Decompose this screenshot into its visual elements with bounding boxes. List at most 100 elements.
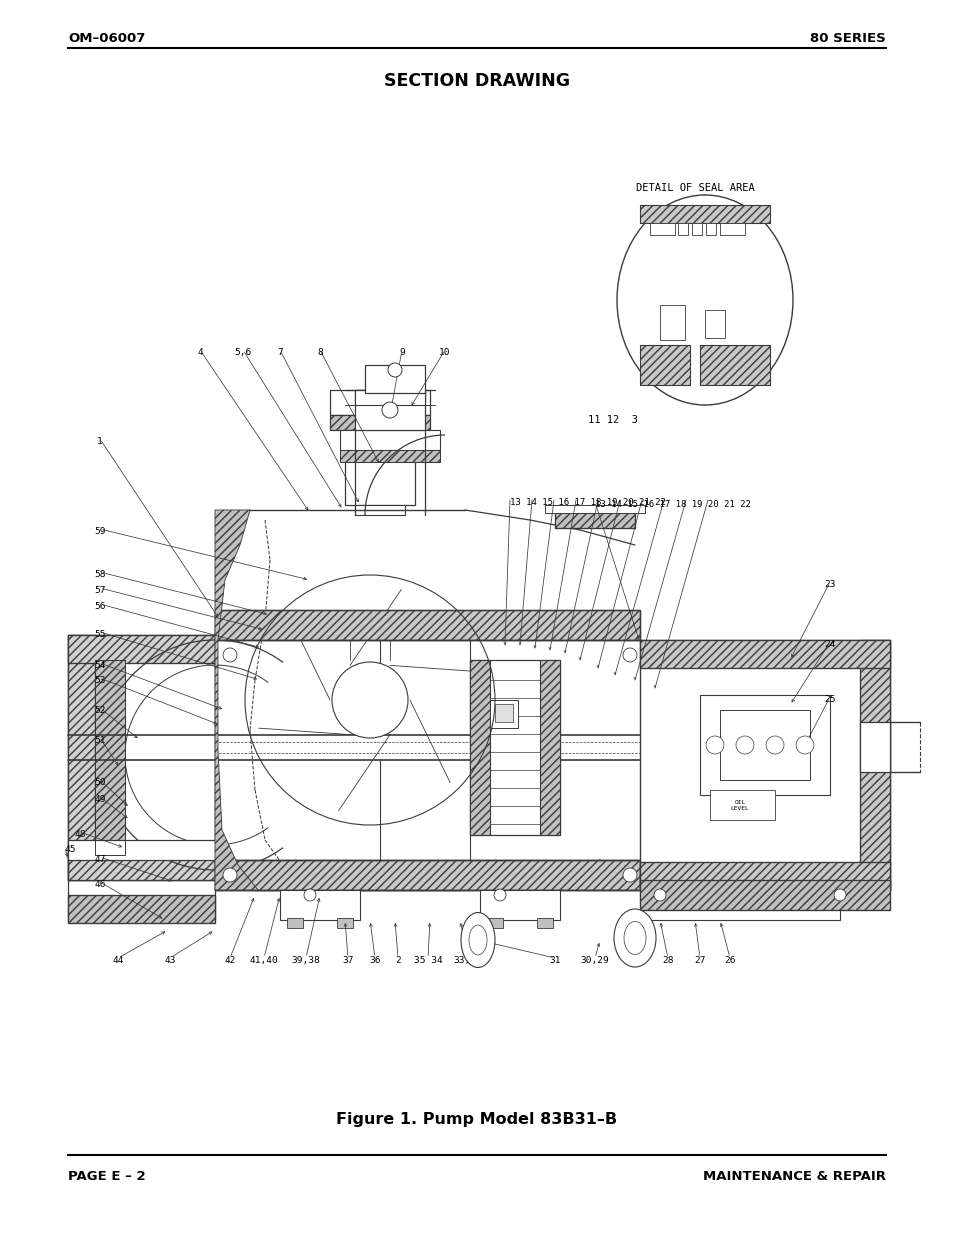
Bar — [214, 610, 639, 640]
Text: 5,6: 5,6 — [234, 348, 252, 357]
Bar — [639, 862, 889, 890]
Bar — [68, 852, 214, 881]
Text: 13 14 15 16 17 18 19 20 21 22: 13 14 15 16 17 18 19 20 21 22 — [510, 498, 665, 508]
Text: 53: 53 — [94, 676, 106, 685]
Text: 35 34: 35 34 — [414, 956, 442, 965]
Bar — [339, 430, 439, 450]
Circle shape — [622, 868, 637, 882]
Bar — [287, 918, 303, 927]
Bar — [539, 659, 559, 835]
Text: 43: 43 — [164, 956, 175, 965]
Ellipse shape — [460, 913, 495, 967]
Polygon shape — [214, 510, 257, 890]
Bar — [214, 860, 639, 890]
Bar — [355, 390, 424, 430]
Bar — [280, 890, 359, 920]
Text: 48: 48 — [74, 830, 86, 839]
Bar — [649, 224, 675, 235]
Bar — [470, 659, 559, 835]
Circle shape — [223, 648, 236, 662]
Bar — [479, 890, 559, 920]
Bar — [544, 505, 644, 513]
Text: OM–06007: OM–06007 — [68, 32, 145, 44]
Bar — [365, 366, 424, 393]
Bar — [95, 659, 125, 855]
Bar — [700, 345, 769, 385]
Text: 36: 36 — [369, 956, 380, 965]
Bar — [639, 205, 769, 224]
Text: MAINTENANCE & REPAIR: MAINTENANCE & REPAIR — [702, 1170, 885, 1183]
Text: 13 14 15 16 17 18 19 20 21 22: 13 14 15 16 17 18 19 20 21 22 — [595, 500, 750, 509]
Text: 54: 54 — [94, 661, 106, 671]
Text: 8: 8 — [316, 348, 322, 357]
Ellipse shape — [623, 921, 645, 955]
Circle shape — [705, 736, 723, 755]
Bar — [330, 415, 430, 430]
Text: Figure 1. Pump Model 83B31–B: Figure 1. Pump Model 83B31–B — [336, 1112, 617, 1128]
Text: 30,29: 30,29 — [580, 956, 609, 965]
Ellipse shape — [469, 925, 486, 955]
Bar — [214, 610, 639, 640]
Circle shape — [765, 736, 783, 755]
Bar — [95, 659, 214, 855]
Bar — [68, 840, 215, 860]
Bar — [859, 640, 889, 890]
Bar — [720, 710, 809, 781]
Text: 59: 59 — [94, 527, 106, 536]
Bar — [700, 695, 829, 795]
Text: 50: 50 — [94, 778, 106, 787]
Bar — [355, 390, 424, 405]
Bar — [639, 345, 689, 385]
Bar — [330, 390, 430, 415]
Bar — [709, 790, 774, 820]
Circle shape — [332, 662, 408, 739]
Text: DETAIL OF SEAL AREA: DETAIL OF SEAL AREA — [635, 183, 754, 193]
Bar — [704, 310, 724, 338]
Circle shape — [381, 403, 397, 417]
Bar — [68, 635, 95, 881]
Bar — [659, 305, 684, 340]
Circle shape — [654, 889, 665, 902]
Circle shape — [494, 889, 505, 902]
Bar — [68, 635, 95, 881]
Bar — [859, 640, 889, 890]
Bar — [339, 450, 439, 462]
Text: 55: 55 — [94, 630, 106, 638]
Text: 23: 23 — [823, 580, 835, 589]
Bar — [555, 510, 635, 529]
Bar — [639, 640, 889, 890]
Bar — [336, 918, 353, 927]
Bar — [355, 390, 424, 403]
Bar — [678, 224, 687, 235]
Bar — [639, 640, 889, 668]
Text: OIL
LEVEL: OIL LEVEL — [730, 800, 749, 811]
Text: SECTION DRAWING: SECTION DRAWING — [383, 72, 570, 90]
Text: 41,40: 41,40 — [250, 956, 278, 965]
Text: 45: 45 — [65, 845, 76, 853]
Text: 51: 51 — [94, 736, 106, 745]
Bar — [68, 635, 214, 881]
Bar — [700, 345, 769, 385]
Text: PAGE E – 2: PAGE E – 2 — [68, 1170, 146, 1183]
Text: 44: 44 — [112, 956, 124, 965]
Bar — [68, 895, 214, 923]
Circle shape — [622, 648, 637, 662]
Text: 57: 57 — [94, 585, 106, 595]
Bar — [720, 224, 744, 235]
Text: 80 SERIES: 80 SERIES — [809, 32, 885, 44]
Text: 7: 7 — [276, 348, 283, 357]
Text: 2: 2 — [395, 956, 400, 965]
Text: 25: 25 — [823, 695, 835, 704]
Text: 26: 26 — [723, 956, 735, 965]
Bar — [330, 415, 430, 430]
Bar — [68, 635, 214, 663]
Bar — [859, 722, 889, 772]
Bar — [539, 659, 559, 835]
Circle shape — [795, 736, 813, 755]
Bar — [555, 510, 635, 529]
Circle shape — [304, 889, 315, 902]
Bar — [355, 505, 405, 515]
Bar — [639, 345, 689, 385]
Bar — [486, 918, 502, 927]
Text: 33,32: 33,32 — [453, 956, 482, 965]
